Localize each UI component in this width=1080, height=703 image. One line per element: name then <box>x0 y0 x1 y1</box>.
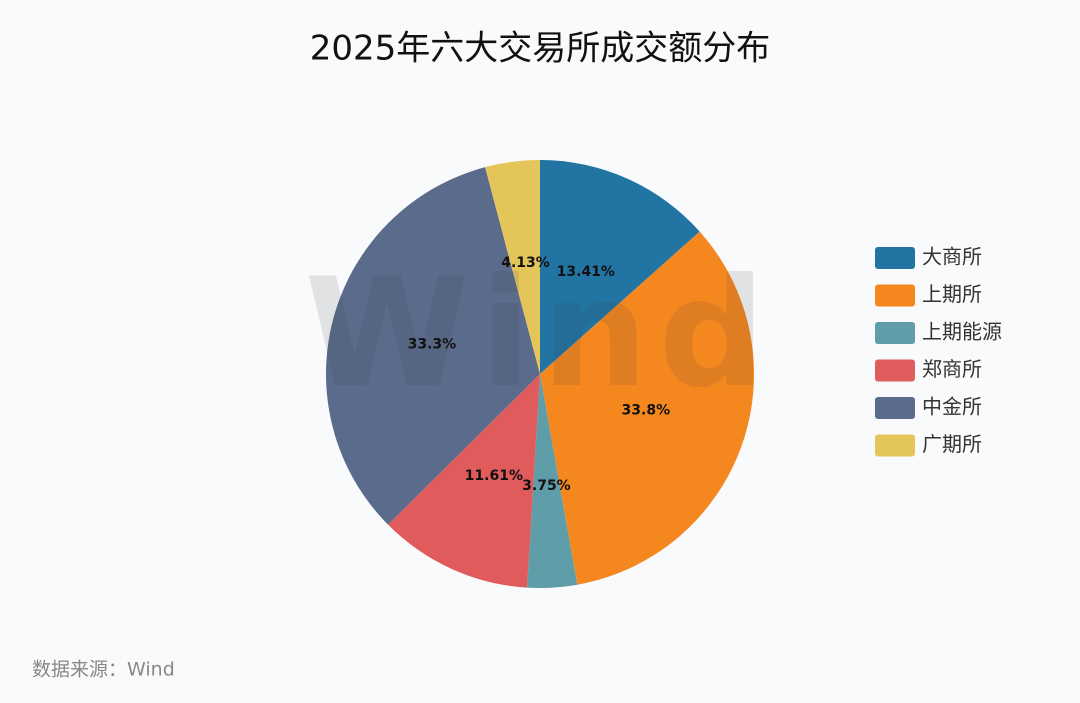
legend-swatch <box>875 247 915 269</box>
data-label: 11.61% <box>465 468 523 484</box>
pie-slice <box>485 160 540 374</box>
data-label: 33.8% <box>622 403 671 419</box>
legend-swatch <box>875 434 915 457</box>
data-label: 3.75% <box>522 478 571 494</box>
legend-label: 上期所 <box>922 282 982 306</box>
pie-slice <box>326 167 540 525</box>
legend-label: 广期所 <box>922 432 982 456</box>
pie-slice <box>540 160 700 374</box>
legend-swatch <box>875 359 915 382</box>
data-label: 13.41% <box>557 264 615 280</box>
source-note: 数据来源：Wind <box>32 659 175 681</box>
legend-label: 上期能源 <box>922 320 1002 344</box>
pie-slice <box>527 374 578 588</box>
data-label: 33.3% <box>408 337 457 353</box>
data-label: 4.13% <box>501 255 550 271</box>
legend-swatch <box>875 397 915 419</box>
pie-slice <box>540 231 754 585</box>
legend-label: 大商所 <box>922 245 982 269</box>
chart-title: 2025年六大交易所成交额分布 <box>310 29 771 69</box>
legend-label: 郑商所 <box>922 357 982 381</box>
watermark: Wind <box>304 247 775 421</box>
legend-swatch <box>875 322 915 344</box>
legend-swatch <box>875 284 915 307</box>
pie-slice <box>388 374 540 588</box>
legend-label: 中金所 <box>922 395 982 419</box>
